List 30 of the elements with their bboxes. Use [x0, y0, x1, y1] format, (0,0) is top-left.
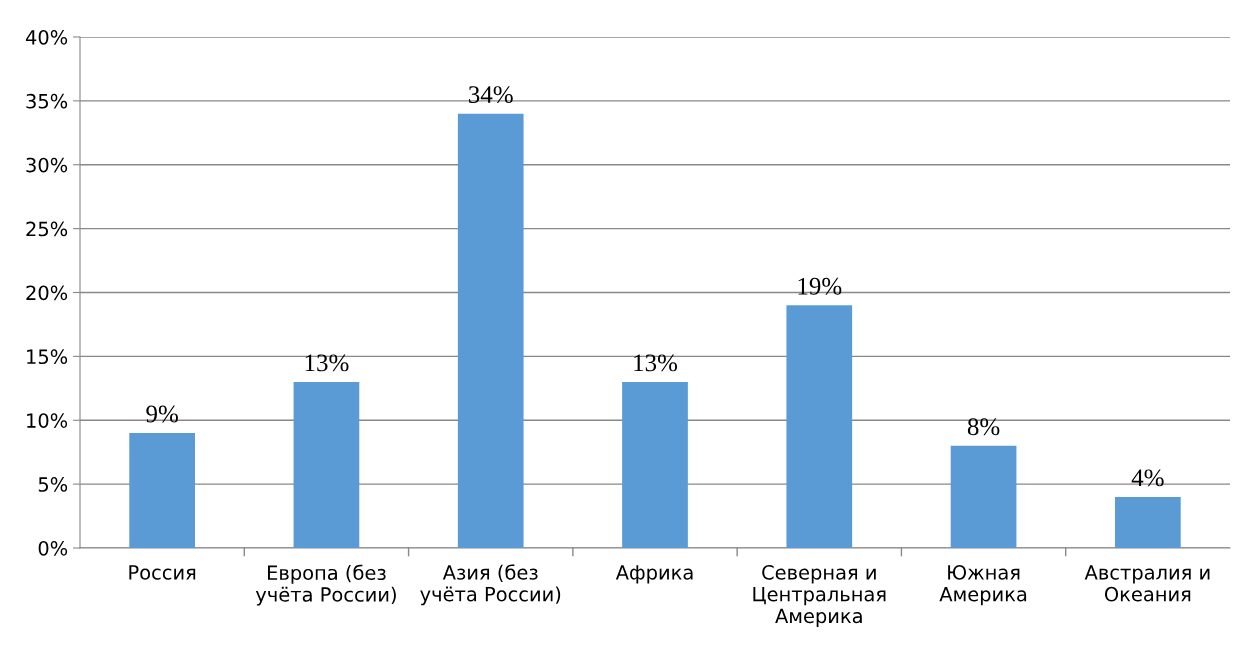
data-label: 8% — [967, 418, 1000, 436]
y-tick-label: 20% — [26, 285, 68, 301]
y-tick-label: 35% — [26, 93, 68, 109]
data-label: 19% — [798, 277, 842, 295]
bar — [950, 445, 1017, 548]
bar — [129, 433, 195, 548]
data-label: 34% — [469, 86, 513, 104]
x-tick-label: Австралия и Океания — [1084, 565, 1210, 602]
data-label: 9% — [146, 405, 178, 423]
x-tick-label: Азия (без учёта России) — [420, 564, 561, 606]
y-tick-label: 25% — [26, 221, 68, 237]
bar — [293, 381, 360, 548]
y-tick-label: 0% — [38, 540, 68, 556]
y-tick-label: 10% — [27, 413, 68, 428]
x-tick-label: Южная Америка — [939, 565, 1027, 606]
x-tick-label: Европа (без учёта России) — [255, 564, 396, 606]
data-label: 13% — [305, 354, 349, 372]
y-tick-label: 40% — [25, 29, 68, 45]
bar — [622, 381, 688, 548]
data-label: 13% — [634, 354, 678, 372]
bar — [457, 113, 524, 548]
x-tick-label: Россия — [129, 565, 196, 580]
x-tick-label: Северная и Центральная Америка — [753, 565, 886, 628]
bar — [786, 305, 853, 548]
bar — [1115, 496, 1181, 548]
y-tick-label: 15% — [27, 349, 68, 365]
x-tick-label: Африка — [615, 565, 693, 584]
y-tick-label: 30% — [26, 157, 68, 173]
data-label: 4% — [1131, 469, 1164, 487]
y-tick-label: 5% — [38, 477, 68, 492]
